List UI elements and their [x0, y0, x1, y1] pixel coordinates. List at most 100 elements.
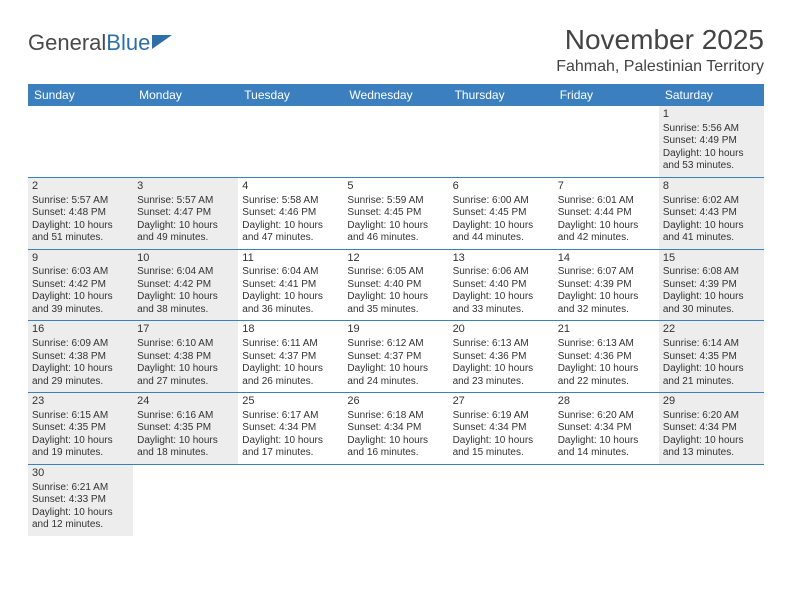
- daylight2-text: and 53 minutes.: [663, 160, 760, 173]
- daylight2-text: and 46 minutes.: [347, 232, 444, 245]
- page-title: November 2025: [556, 24, 764, 56]
- sunrise-text: Sunrise: 6:04 AM: [137, 266, 234, 279]
- daylight1-text: Daylight: 10 hours: [453, 363, 550, 376]
- sunset-text: Sunset: 4:45 PM: [453, 207, 550, 220]
- daylight1-text: Daylight: 10 hours: [32, 291, 129, 304]
- daylight2-text: and 39 minutes.: [32, 304, 129, 317]
- sunrise-text: Sunrise: 6:20 AM: [663, 410, 760, 423]
- sunset-text: Sunset: 4:34 PM: [347, 422, 444, 435]
- sunset-text: Sunset: 4:39 PM: [558, 279, 655, 292]
- weeks-container: 1Sunrise: 5:56 AMSunset: 4:49 PMDaylight…: [28, 106, 764, 536]
- daylight1-text: Daylight: 10 hours: [347, 220, 444, 233]
- day-number: 30: [32, 467, 129, 481]
- sunset-text: Sunset: 4:34 PM: [453, 422, 550, 435]
- calendar-cell: 30Sunrise: 6:21 AMSunset: 4:33 PMDayligh…: [28, 465, 133, 536]
- sunset-text: Sunset: 4:36 PM: [558, 351, 655, 364]
- daylight2-text: and 13 minutes.: [663, 447, 760, 460]
- calendar-cell: 19Sunrise: 6:12 AMSunset: 4:37 PMDayligh…: [343, 321, 448, 392]
- sunrise-text: Sunrise: 6:02 AM: [663, 195, 760, 208]
- day-header: Sunday: [28, 84, 133, 106]
- calendar-cell: [238, 106, 343, 177]
- sunrise-text: Sunrise: 6:13 AM: [453, 338, 550, 351]
- sunset-text: Sunset: 4:44 PM: [558, 207, 655, 220]
- day-number: 8: [663, 180, 760, 194]
- calendar-cell: 22Sunrise: 6:14 AMSunset: 4:35 PMDayligh…: [659, 321, 764, 392]
- calendar-cell: [449, 106, 554, 177]
- logo: GeneralBlue: [28, 30, 174, 56]
- day-number: 25: [242, 395, 339, 409]
- calendar-cell: [554, 106, 659, 177]
- calendar-cell: [554, 465, 659, 536]
- calendar-cell: [449, 465, 554, 536]
- sunrise-text: Sunrise: 5:57 AM: [137, 195, 234, 208]
- daylight2-text: and 12 minutes.: [32, 519, 129, 532]
- daylight1-text: Daylight: 10 hours: [242, 220, 339, 233]
- sunrise-text: Sunrise: 6:13 AM: [558, 338, 655, 351]
- daylight1-text: Daylight: 10 hours: [137, 291, 234, 304]
- daylight1-text: Daylight: 10 hours: [663, 148, 760, 161]
- day-number: 15: [663, 252, 760, 266]
- calendar-cell: 20Sunrise: 6:13 AMSunset: 4:36 PMDayligh…: [449, 321, 554, 392]
- sunrise-text: Sunrise: 5:58 AM: [242, 195, 339, 208]
- day-number: 7: [558, 180, 655, 194]
- day-number: 14: [558, 252, 655, 266]
- sunrise-text: Sunrise: 6:07 AM: [558, 266, 655, 279]
- sunset-text: Sunset: 4:34 PM: [242, 422, 339, 435]
- daylight2-text: and 14 minutes.: [558, 447, 655, 460]
- day-number: 22: [663, 323, 760, 337]
- daylight2-text: and 24 minutes.: [347, 376, 444, 389]
- sunset-text: Sunset: 4:37 PM: [242, 351, 339, 364]
- sunset-text: Sunset: 4:49 PM: [663, 135, 760, 148]
- daylight1-text: Daylight: 10 hours: [453, 291, 550, 304]
- logo-flag-icon: [152, 35, 174, 51]
- week-row: 30Sunrise: 6:21 AMSunset: 4:33 PMDayligh…: [28, 465, 764, 536]
- daylight1-text: Daylight: 10 hours: [32, 435, 129, 448]
- week-row: 1Sunrise: 5:56 AMSunset: 4:49 PMDaylight…: [28, 106, 764, 178]
- daylight1-text: Daylight: 10 hours: [558, 291, 655, 304]
- sunrise-text: Sunrise: 6:03 AM: [32, 266, 129, 279]
- day-number: 13: [453, 252, 550, 266]
- sunrise-text: Sunrise: 6:20 AM: [558, 410, 655, 423]
- sunset-text: Sunset: 4:45 PM: [347, 207, 444, 220]
- daylight1-text: Daylight: 10 hours: [137, 220, 234, 233]
- sunrise-text: Sunrise: 6:16 AM: [137, 410, 234, 423]
- day-number: 9: [32, 252, 129, 266]
- calendar-cell: 1Sunrise: 5:56 AMSunset: 4:49 PMDaylight…: [659, 106, 764, 177]
- day-header: Wednesday: [343, 84, 448, 106]
- daylight2-text: and 49 minutes.: [137, 232, 234, 245]
- calendar-cell: 10Sunrise: 6:04 AMSunset: 4:42 PMDayligh…: [133, 250, 238, 321]
- daylight2-text: and 27 minutes.: [137, 376, 234, 389]
- daylight2-text: and 47 minutes.: [242, 232, 339, 245]
- day-header: Thursday: [449, 84, 554, 106]
- daylight1-text: Daylight: 10 hours: [242, 291, 339, 304]
- sunset-text: Sunset: 4:48 PM: [32, 207, 129, 220]
- daylight1-text: Daylight: 10 hours: [663, 435, 760, 448]
- sunset-text: Sunset: 4:47 PM: [137, 207, 234, 220]
- title-block: November 2025 Fahmah, Palestinian Territ…: [556, 24, 764, 76]
- daylight1-text: Daylight: 10 hours: [242, 363, 339, 376]
- day-number: 28: [558, 395, 655, 409]
- calendar-cell: [343, 465, 448, 536]
- calendar-cell: 26Sunrise: 6:18 AMSunset: 4:34 PMDayligh…: [343, 393, 448, 464]
- sunset-text: Sunset: 4:35 PM: [32, 422, 129, 435]
- day-header-row: SundayMondayTuesdayWednesdayThursdayFrid…: [28, 84, 764, 106]
- day-number: 23: [32, 395, 129, 409]
- day-number: 6: [453, 180, 550, 194]
- sunset-text: Sunset: 4:33 PM: [32, 494, 129, 507]
- sunset-text: Sunset: 4:37 PM: [347, 351, 444, 364]
- daylight1-text: Daylight: 10 hours: [558, 435, 655, 448]
- day-number: 29: [663, 395, 760, 409]
- daylight1-text: Daylight: 10 hours: [453, 220, 550, 233]
- location-label: Fahmah, Palestinian Territory: [556, 58, 764, 76]
- sunrise-text: Sunrise: 6:06 AM: [453, 266, 550, 279]
- calendar-cell: [238, 465, 343, 536]
- sunset-text: Sunset: 4:34 PM: [558, 422, 655, 435]
- daylight1-text: Daylight: 10 hours: [558, 220, 655, 233]
- daylight1-text: Daylight: 10 hours: [453, 435, 550, 448]
- calendar-cell: [133, 106, 238, 177]
- sunset-text: Sunset: 4:40 PM: [453, 279, 550, 292]
- calendar-cell: 15Sunrise: 6:08 AMSunset: 4:39 PMDayligh…: [659, 250, 764, 321]
- day-number: 11: [242, 252, 339, 266]
- sunrise-text: Sunrise: 6:00 AM: [453, 195, 550, 208]
- daylight2-text: and 42 minutes.: [558, 232, 655, 245]
